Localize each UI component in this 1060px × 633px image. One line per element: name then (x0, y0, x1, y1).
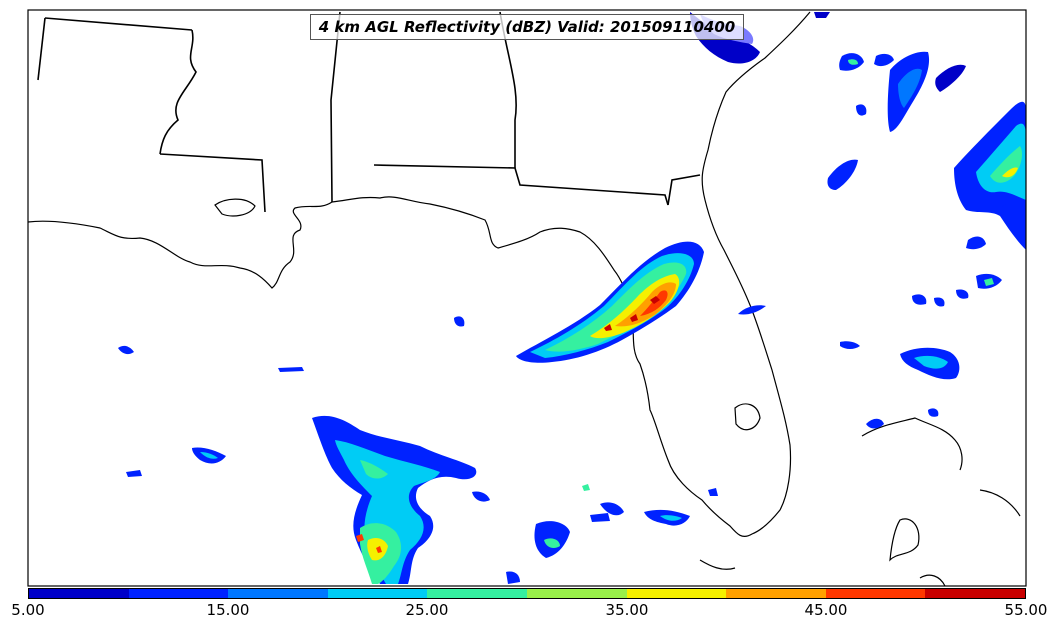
map-frame (27, 9, 1027, 587)
echo-scattered-cells (118, 305, 766, 584)
reflectivity-echoes (118, 12, 1026, 584)
border-al-ms (330, 11, 341, 203)
coast-cuba-east (919, 574, 946, 586)
coast-lake-okeechobee (734, 403, 761, 431)
border-la-north (37, 17, 46, 81)
colorbar-segment (29, 589, 129, 598)
border-ar-la (44, 17, 193, 31)
colorbar-segment (825, 589, 926, 598)
colorbar-segment (925, 589, 1025, 598)
coast-andros (889, 518, 920, 562)
colorbar (28, 588, 1026, 599)
coast-florida-keys (699, 559, 736, 570)
colorbar-tick-label: 25.00 (405, 601, 449, 619)
colorbar-segment (726, 589, 826, 598)
colorbar-segment (626, 589, 727, 598)
coast-cuba (861, 417, 963, 471)
colorbar-tick-label: 15.00 (206, 601, 250, 619)
colorbar-tick-label: 5.00 (11, 601, 45, 619)
coast-bahamas (979, 489, 1021, 517)
coastline (28, 11, 1021, 586)
border-ms-south (159, 153, 266, 213)
echo-big-bend-line (516, 241, 704, 363)
colorbar-segment (526, 589, 627, 598)
colorbar-segment (228, 589, 328, 598)
colorbar-segment (427, 589, 527, 598)
colorbar-tick-label: 55.00 (1004, 601, 1048, 619)
coast-louisiana (28, 201, 333, 289)
colorbar-tick-label: 45.00 (804, 601, 848, 619)
coast-gulf-north (331, 11, 811, 538)
colorbar-segment (327, 589, 428, 598)
echo-atlantic (690, 12, 1026, 429)
border-ms-la (159, 29, 197, 155)
map-title: 4 km AGL Reflectivity (dBZ) Valid: 20150… (310, 14, 744, 40)
colorbar-segment (128, 589, 229, 598)
border-ga-fl (667, 174, 701, 206)
echo-southern-gulf-cluster (312, 415, 477, 584)
coast-lake-pontchartrain (214, 198, 256, 217)
border-al-fl (373, 164, 669, 206)
colorbar-tick-label: 35.00 (605, 601, 649, 619)
